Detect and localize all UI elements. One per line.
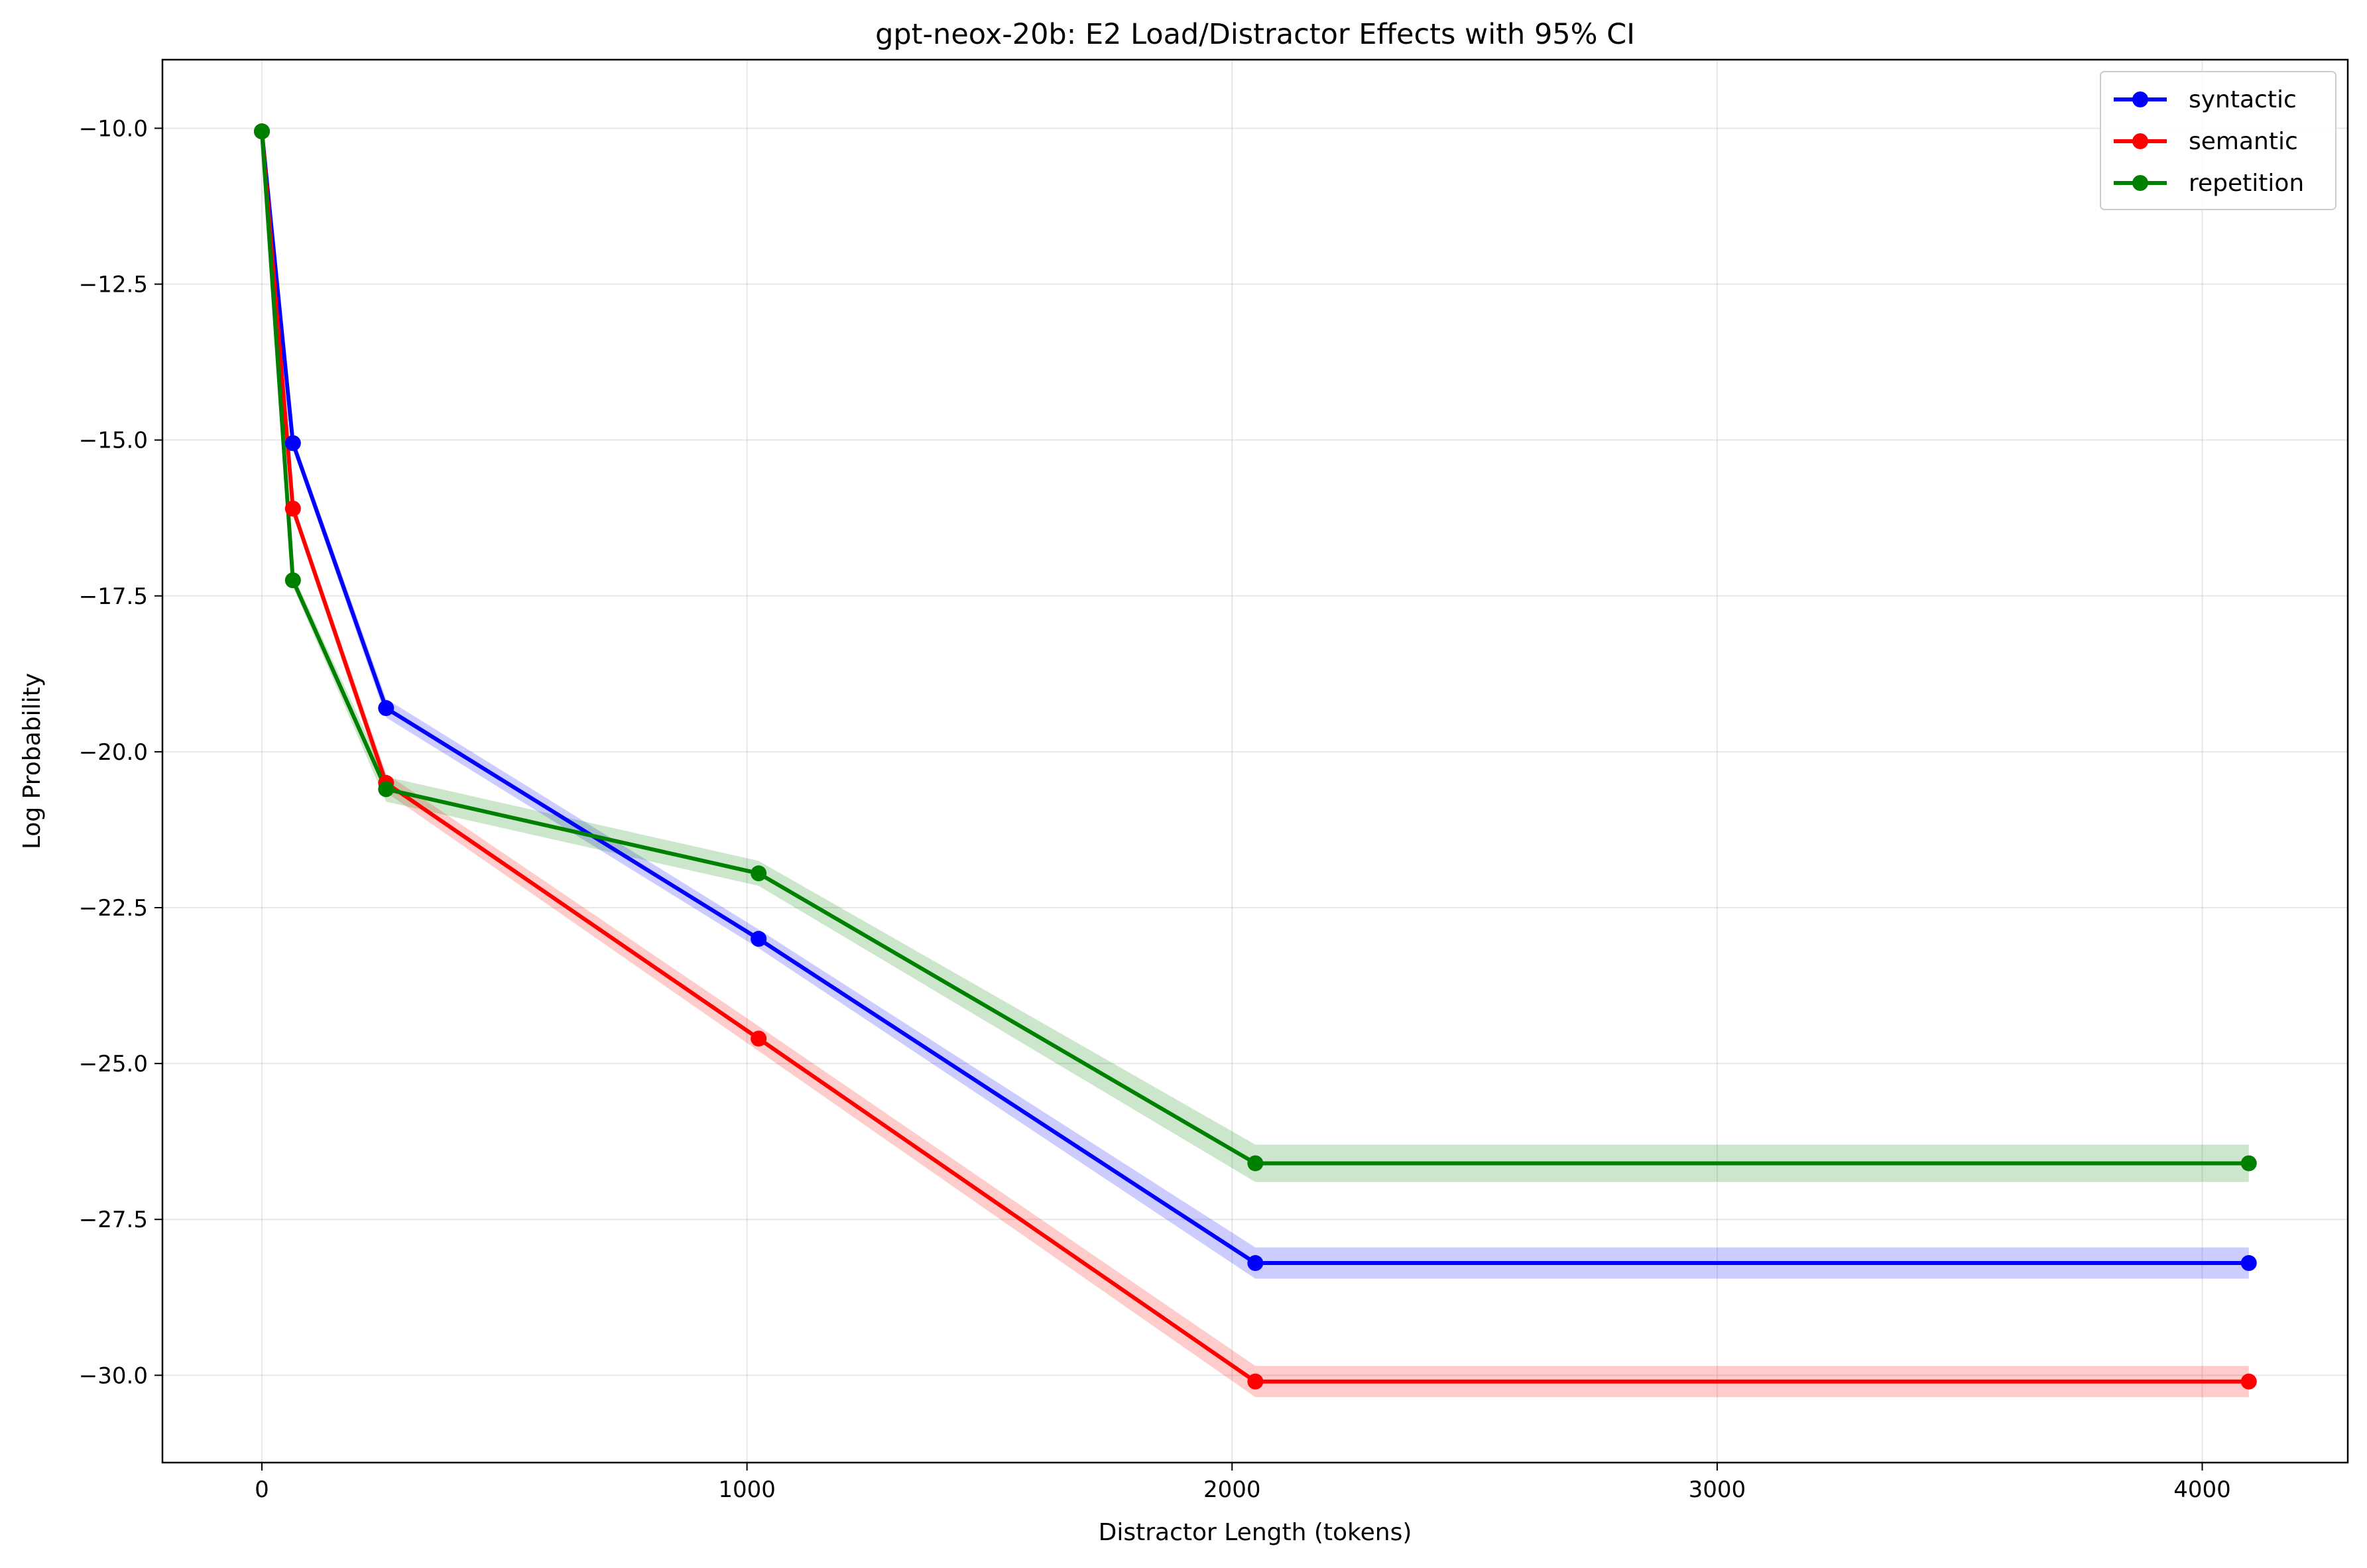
data-point-semantic [284,501,301,517]
data-point-syntactic [284,435,301,452]
data-point-semantic [1247,1373,1264,1390]
legend-marker-repetition [2132,175,2148,191]
data-point-repetition [751,865,767,882]
x-tick-label: 4000 [2173,1477,2231,1503]
data-point-syntactic [751,931,767,947]
plot-frame [161,58,2349,1464]
y-tick-label: −12.5 [79,272,148,298]
data-point-repetition [284,572,301,589]
data-point-repetition [2240,1155,2257,1172]
y-tick-label: −30.0 [79,1362,148,1389]
legend-marker-syntactic [2132,91,2148,107]
y-tick-label: −10.0 [79,115,148,142]
y-tick-label: −25.0 [79,1051,148,1077]
data-point-semantic [751,1030,767,1047]
data-point-semantic [2240,1373,2257,1390]
legend-label-semantic: semantic [2189,128,2298,155]
y-tick-label: −17.5 [79,583,148,610]
series-line-syntactic [259,131,2249,1266]
x-axis-ticks: 0 1000 2000 3000 4000 [255,1463,2231,1503]
legend-box [2100,71,2337,210]
x-tick-label: 1000 [718,1477,776,1503]
legend-label-repetition: repetition [2189,170,2304,197]
y-axis-ticks: −10.0 −12.5 −15.0 −17.5 −20.0 −22.5 −25.0 −27.5… [79,115,162,1389]
legend-label-syntactic: syntactic [2189,86,2297,113]
data-point-syntactic [1247,1255,1264,1272]
x-tick-label: 2000 [1203,1477,1261,1503]
x-axis-label: Distractor Length (tokens) [1099,1519,1412,1546]
legend: syntactic semantic repetition [2100,71,2337,210]
y-tick-label: −20.0 [79,739,148,766]
legend-marker-semantic [2132,133,2148,149]
chart-title: gpt-neox-20b: E2 Load/Distractor Effects… [875,18,1635,51]
data-point-repetition [253,123,270,140]
y-axis-label: Log Probability [19,673,46,849]
data-point-repetition [1247,1155,1264,1172]
y-tick-label: −15.0 [79,428,148,454]
y-tick-label: −22.5 [79,895,148,922]
y-tick-label: −27.5 [79,1207,148,1233]
x-tick-label: 3000 [1689,1477,1746,1503]
data-point-repetition [378,781,394,798]
series-points [253,123,2257,1390]
data-point-syntactic [2240,1255,2257,1272]
data-point-syntactic [378,700,394,717]
x-tick-label: 0 [255,1477,269,1503]
